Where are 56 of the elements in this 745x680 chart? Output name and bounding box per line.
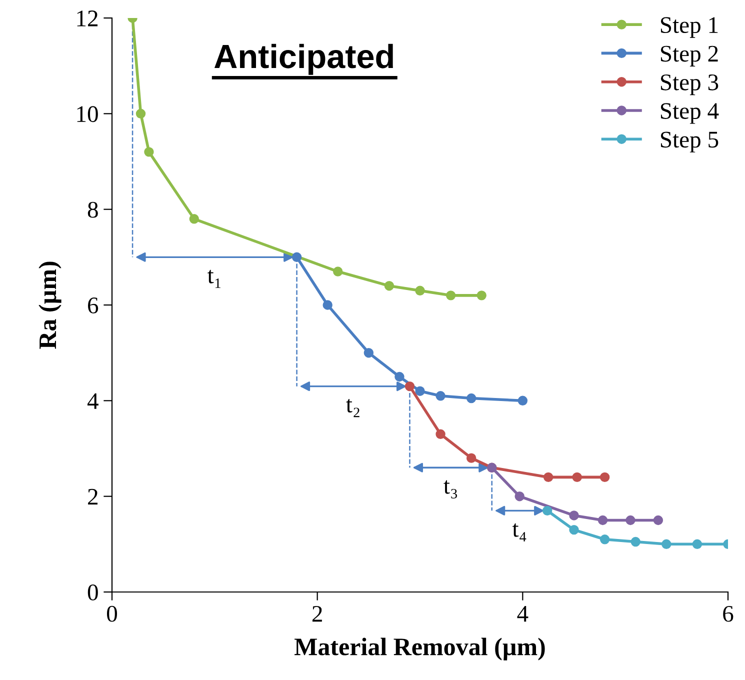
point [476, 290, 486, 300]
point [466, 453, 476, 463]
point [662, 539, 672, 550]
point [394, 372, 404, 382]
legend-label: Step 3 [660, 74, 718, 96]
point [653, 515, 664, 526]
point [404, 381, 415, 392]
legend-label: Step 1 [660, 17, 718, 38]
point [144, 147, 154, 157]
point [322, 300, 332, 310]
point [292, 252, 302, 262]
legend-label: Step 4 [660, 103, 719, 124]
point [600, 472, 610, 482]
legend-label: Step 5 [660, 132, 718, 152]
y-tick-label: 4 [87, 393, 98, 409]
point [415, 286, 425, 296]
x-tick-label: 2 [312, 606, 322, 622]
y-tick-label: 8 [88, 202, 98, 218]
point [569, 524, 579, 535]
legend-label: Step 2 [660, 46, 718, 66]
point [436, 391, 446, 401]
point [514, 491, 524, 502]
annotation: t₂ [346, 398, 360, 418]
point [384, 281, 394, 291]
point [542, 506, 552, 516]
point [598, 515, 608, 526]
point [364, 348, 374, 358]
point [518, 396, 528, 406]
y-tick-label: 6 [88, 298, 98, 314]
point [572, 472, 582, 482]
y-tick-label: 2 [88, 488, 98, 505]
point [630, 536, 640, 547]
point [136, 108, 146, 119]
point [692, 539, 702, 550]
x-tick-label: 4 [517, 606, 528, 622]
point [569, 510, 579, 520]
point [446, 290, 456, 300]
point [189, 214, 199, 224]
y-tick-label: 12 [77, 10, 98, 26]
y-tick-label: 10 [77, 106, 98, 122]
point [543, 472, 554, 482]
point [626, 515, 636, 526]
point [415, 386, 425, 396]
point [600, 534, 610, 544]
point [333, 266, 343, 276]
annotation: t₁ [208, 270, 220, 288]
point [436, 429, 446, 440]
text: Anticipated [214, 44, 393, 75]
y-tick-label: 0 [88, 584, 98, 600]
annotation: t₃ [444, 480, 458, 498]
y-axis-title: Ra (µm) [38, 262, 62, 349]
annotation: t₄ [512, 523, 526, 542]
point [466, 393, 476, 404]
x-tick-label: 0 [106, 606, 118, 622]
x-axis-title: Material Removal (µm) [294, 638, 545, 660]
x-tick-label: 6 [723, 606, 734, 622]
